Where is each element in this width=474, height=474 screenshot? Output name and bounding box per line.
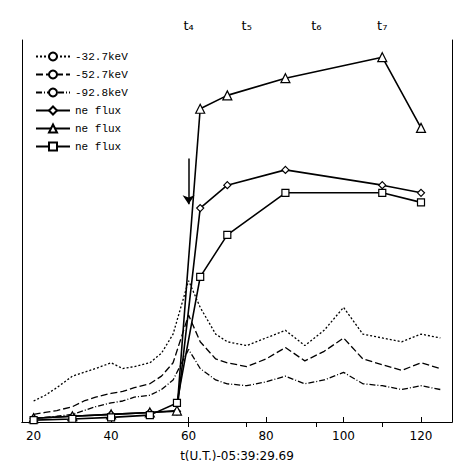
- svg-text:ne flux: ne flux: [75, 105, 122, 117]
- svg-text:t₇: t₇: [377, 18, 387, 33]
- svg-text:80: 80: [258, 429, 273, 443]
- svg-text:-92.8keV: -92.8keV: [75, 87, 128, 99]
- svg-text:t₄: t₄: [183, 18, 193, 33]
- svg-text:-32.7keV: -32.7keV: [75, 51, 128, 63]
- svg-text:100: 100: [332, 429, 355, 443]
- svg-text:60: 60: [181, 429, 196, 443]
- svg-text:ne flux: ne flux: [75, 123, 122, 135]
- svg-text:20: 20: [26, 429, 41, 443]
- svg-text:ne flux: ne flux: [75, 141, 122, 153]
- svg-text:40: 40: [103, 429, 118, 443]
- svg-text:-52.7keV: -52.7keV: [75, 69, 128, 81]
- svg-text:t₅: t₅: [242, 18, 252, 33]
- svg-text:120: 120: [410, 429, 433, 443]
- svg-text:t₆: t₆: [311, 18, 321, 33]
- svg-text:t(U.T.)-05:39:29.69: t(U.T.)-05:39:29.69: [180, 449, 294, 463]
